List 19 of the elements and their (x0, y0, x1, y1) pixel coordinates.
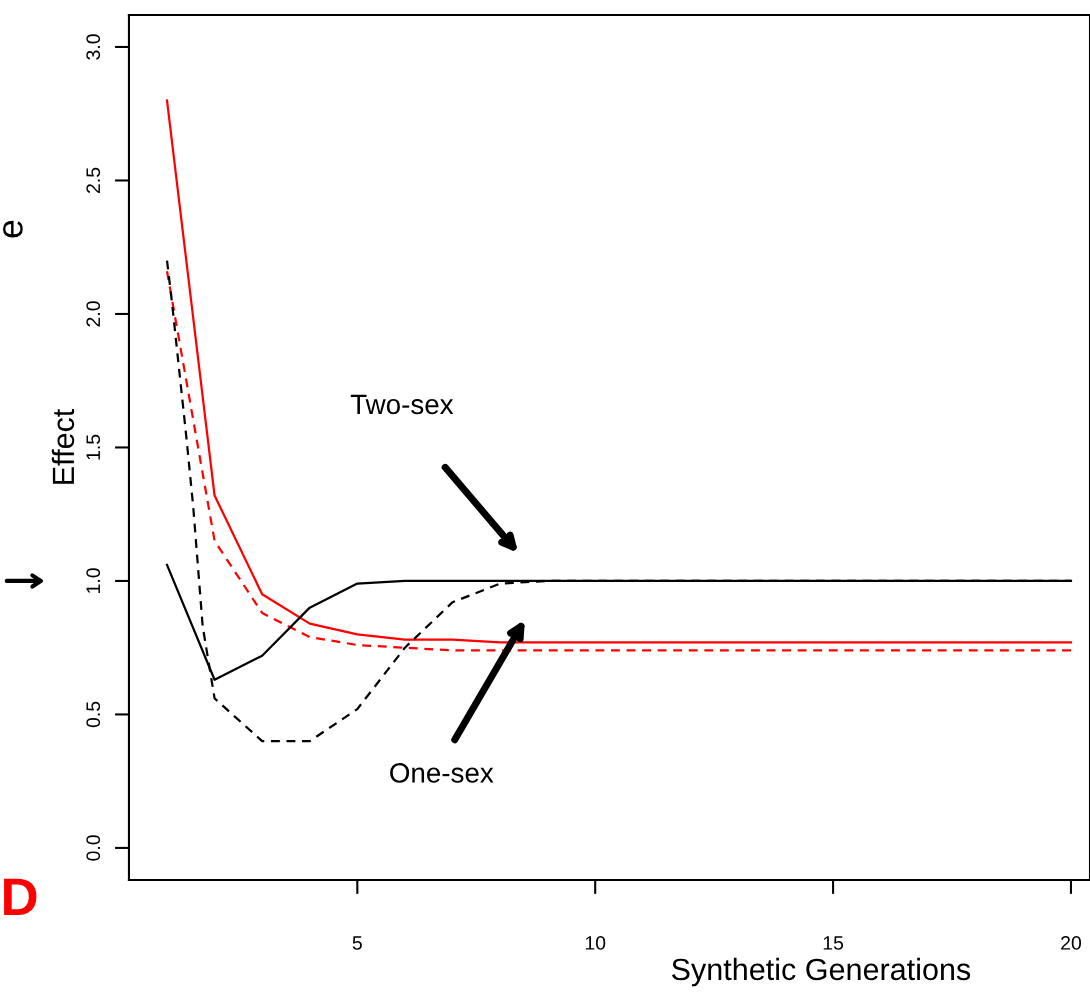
y-tick-label: 0.0 (86, 835, 101, 861)
annotation: Two-sex (350, 394, 454, 415)
x-tick-label: 15 (823, 936, 844, 950)
y-tick-label: 0.5 (86, 701, 101, 728)
line-series (165, 270, 1073, 652)
text: D (4, 878, 37, 916)
y-tick-label: 3.0 (86, 34, 101, 60)
annotation: One-sex (390, 763, 494, 783)
y-axis-title: Effect (51, 408, 75, 484)
y-tick-label: 1.5 (86, 434, 101, 460)
x-tick-label: 20 (1061, 936, 1082, 950)
x-tick-label: 5 (352, 936, 362, 950)
y-tick-label: 2.5 (86, 167, 101, 194)
y-tick-label: 2.0 (86, 301, 101, 327)
x-tick-label: 10 (585, 936, 606, 950)
y-tick-label: 1.0 (86, 568, 101, 593)
line-series (165, 99, 1073, 644)
x-axis-title: Synthetic Generations (671, 957, 971, 987)
text: e (2, 220, 23, 238)
